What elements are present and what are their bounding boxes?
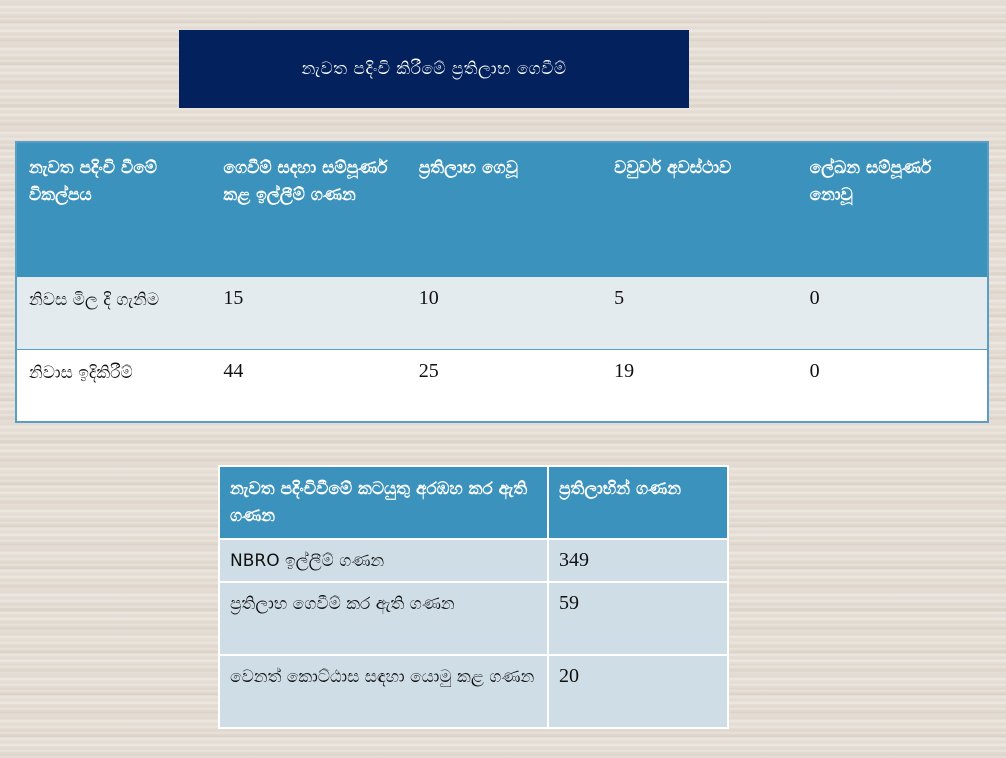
cell-count: 59 [548, 581, 729, 655]
cell-label: ප්‍රතිලාභ ගෙවීම් කර ඇති ගණන [219, 581, 549, 655]
cell-voucher: 19 [602, 349, 798, 422]
header-completed-requests: ගෙවීම් සදහා සම්පූර්ණ කළ ඉල්ලීම් ගණන [211, 142, 407, 277]
cell-completed: 44 [211, 349, 407, 422]
cell-label: NBRO ඉල්ලීම් ගණන [219, 538, 549, 582]
cell-option: නිවාස ඉදිකිරීම් [16, 349, 212, 422]
header-beneficiaries: ප්‍රතිලාභින් ගණන [548, 466, 729, 539]
cell-voucher: 5 [602, 277, 798, 350]
cell-incomplete: 0 [797, 349, 988, 422]
cell-completed: 15 [211, 277, 407, 350]
table-row: නිවාස ඉදිකිරීම් 44 25 19 0 [16, 349, 988, 422]
header-voucher-stage: වවුවර් අවස්ථාව [602, 142, 798, 277]
cell-count: 349 [548, 538, 729, 582]
page-title: නැවත පදිංචි කිරීමේ ප්‍රතිලාභ ගෙවීම් [179, 30, 689, 108]
header-documents-incomplete: ලේඛන සම්පූර්ණ නොවූ [797, 142, 988, 277]
table-header-row: නැවත පදිංචිවීමේ කටයුතු අරඹහ කර ඇති ගණන ප… [219, 466, 729, 539]
table-row: NBRO ඉල්ලීම් ගණන 349 [219, 538, 729, 582]
cell-paid: 25 [406, 349, 603, 422]
table-row: වෙනත් කොට්ඨාස සඳහා යොමු කළ ගණන 20 [219, 654, 729, 728]
table-row: ප්‍රතිලාභ ගෙවීම් කර ඇති ගණන 59 [219, 581, 729, 655]
table-row: නිවස මිල දි ගැනිම 15 10 5 0 [16, 277, 988, 350]
cell-incomplete: 0 [797, 277, 988, 350]
resettlement-activities-table: නැවත පදිංචිවීමේ කටයුතු අරඹහ කර ඇති ගණන ප… [218, 465, 729, 729]
table-header-row: නැවත පදිංචි වීමේ විකල්පය ගෙවීම් සදහා සම්… [16, 142, 988, 277]
cell-count: 20 [548, 654, 729, 728]
cell-option: නිවස මිල දි ගැනිම [16, 277, 212, 350]
header-benefits-paid: ප්‍රතිලාභ ගෙවූ [406, 142, 603, 277]
header-option: නැවත පදිංචි වීමේ විකල්පය [16, 142, 212, 277]
cell-paid: 10 [406, 277, 603, 350]
header-activities: නැවත පදිංචිවීමේ කටයුතු අරඹහ කර ඇති ගණන [219, 466, 549, 539]
resettlement-options-table: නැවත පදිංචි වීමේ විකල්පය ගෙවීම් සදහා සම්… [15, 141, 989, 423]
cell-label: වෙනත් කොට්ඨාස සඳහා යොමු කළ ගණන [219, 654, 549, 728]
